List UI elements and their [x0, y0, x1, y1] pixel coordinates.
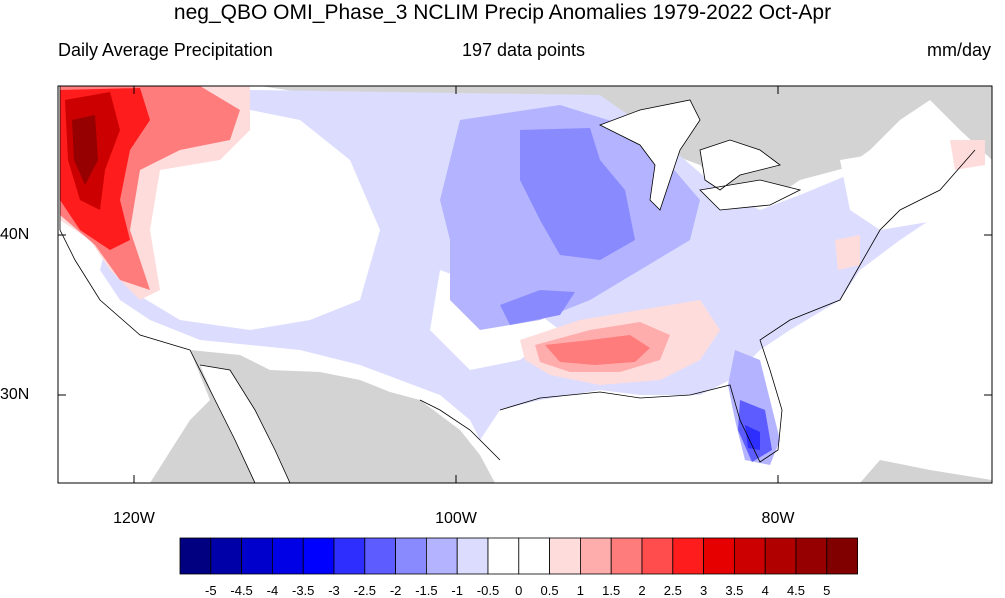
colorbar-label: 4: [761, 583, 769, 598]
colorbar-box: [487, 537, 520, 575]
colorbar-box: [364, 537, 396, 575]
colorbar-box: [641, 537, 674, 575]
lon-label-120w: 120W: [113, 510, 155, 527]
colorbar-label: 0: [515, 583, 523, 598]
colorbar-box: [241, 537, 273, 575]
cuba-land: [860, 460, 992, 483]
colorbar-label: 3: [699, 583, 708, 598]
anomaly-northeast: [950, 140, 985, 170]
colorbar-box: [672, 537, 704, 575]
subtitle-center: 197 data points: [461, 40, 586, 60]
us-gulf-coast: [419, 149, 976, 463]
anomaly-midwest-tongue: [500, 290, 575, 325]
colorbar-box: [425, 537, 458, 575]
anomaly-pnw-extreme: [72, 115, 98, 185]
lon-label-80w: 80W: [761, 510, 795, 527]
lon-label-100w: 100W: [435, 510, 477, 527]
map-title: neg_QBO OMI_Phase_3 NCLIM Precip Anomali…: [173, 1, 832, 24]
colorbar-box: [210, 537, 243, 575]
colorbar-label: -3: [328, 583, 340, 598]
colorbar-label: 1: [576, 583, 584, 598]
great-lakes: [599, 99, 802, 211]
subtitle-right: mm/day: [926, 40, 991, 60]
anomaly-southeast-core: [545, 335, 650, 365]
colorbar-label: -1.5: [415, 583, 438, 598]
anomaly-mid-atlantic: [835, 235, 860, 270]
lat-label-40n: 40N: [0, 226, 30, 243]
colorbar-label: 5: [823, 583, 831, 598]
canada-land: [260, 86, 992, 205]
colorbar-label: 2: [638, 583, 646, 598]
colorbar-box: [826, 537, 858, 575]
anomaly-white-northeast: [840, 140, 980, 230]
anomaly-midwest-core: [520, 128, 635, 260]
lat-label-30n: 30N: [0, 386, 30, 403]
colorbar-box: [271, 537, 304, 575]
colorbar-box: [333, 537, 366, 575]
colorbar-label: -5: [205, 583, 217, 598]
colorbar-box: [703, 537, 735, 575]
colorbar-box: [549, 537, 581, 575]
colorbar-box: [518, 537, 550, 575]
colorbar-box: [179, 537, 212, 575]
colorbar-box: [795, 537, 828, 575]
colorbar-label: -4.5: [230, 583, 253, 598]
colorbar-box: [580, 537, 612, 575]
colorbar-box: [764, 537, 797, 575]
colorbar-label: 1.5: [602, 583, 621, 598]
colorbar-label: 2.5: [663, 583, 682, 598]
baja-outline: [189, 349, 291, 483]
colorbar-label: -0.5: [476, 583, 500, 598]
colorbar-label: -1: [451, 583, 463, 598]
colorbar-label: -3.5: [291, 583, 315, 598]
colorbar-label: -2: [389, 583, 402, 598]
colorbar-box: [395, 537, 427, 575]
anomaly-florida-peak: [745, 425, 760, 450]
us-west-coast: [59, 86, 191, 351]
colorbar-box: [734, 537, 766, 575]
colorbar-label: -2.5: [353, 583, 376, 598]
subtitle-left: Daily Average Precipitation: [58, 40, 273, 60]
gulf-of-california: [200, 365, 290, 483]
colorbar-label: 0.5: [540, 583, 559, 598]
colorbar-box: [610, 537, 643, 575]
colorbar-box: [302, 537, 335, 575]
plot-frame: [57, 85, 993, 484]
colorbar-label: 4.5: [786, 583, 806, 598]
colorbar-box: [456, 537, 489, 575]
colorbar-label: -4: [266, 583, 279, 598]
tick-marks: [58, 86, 992, 483]
colorbar-label: 3.5: [725, 583, 744, 598]
